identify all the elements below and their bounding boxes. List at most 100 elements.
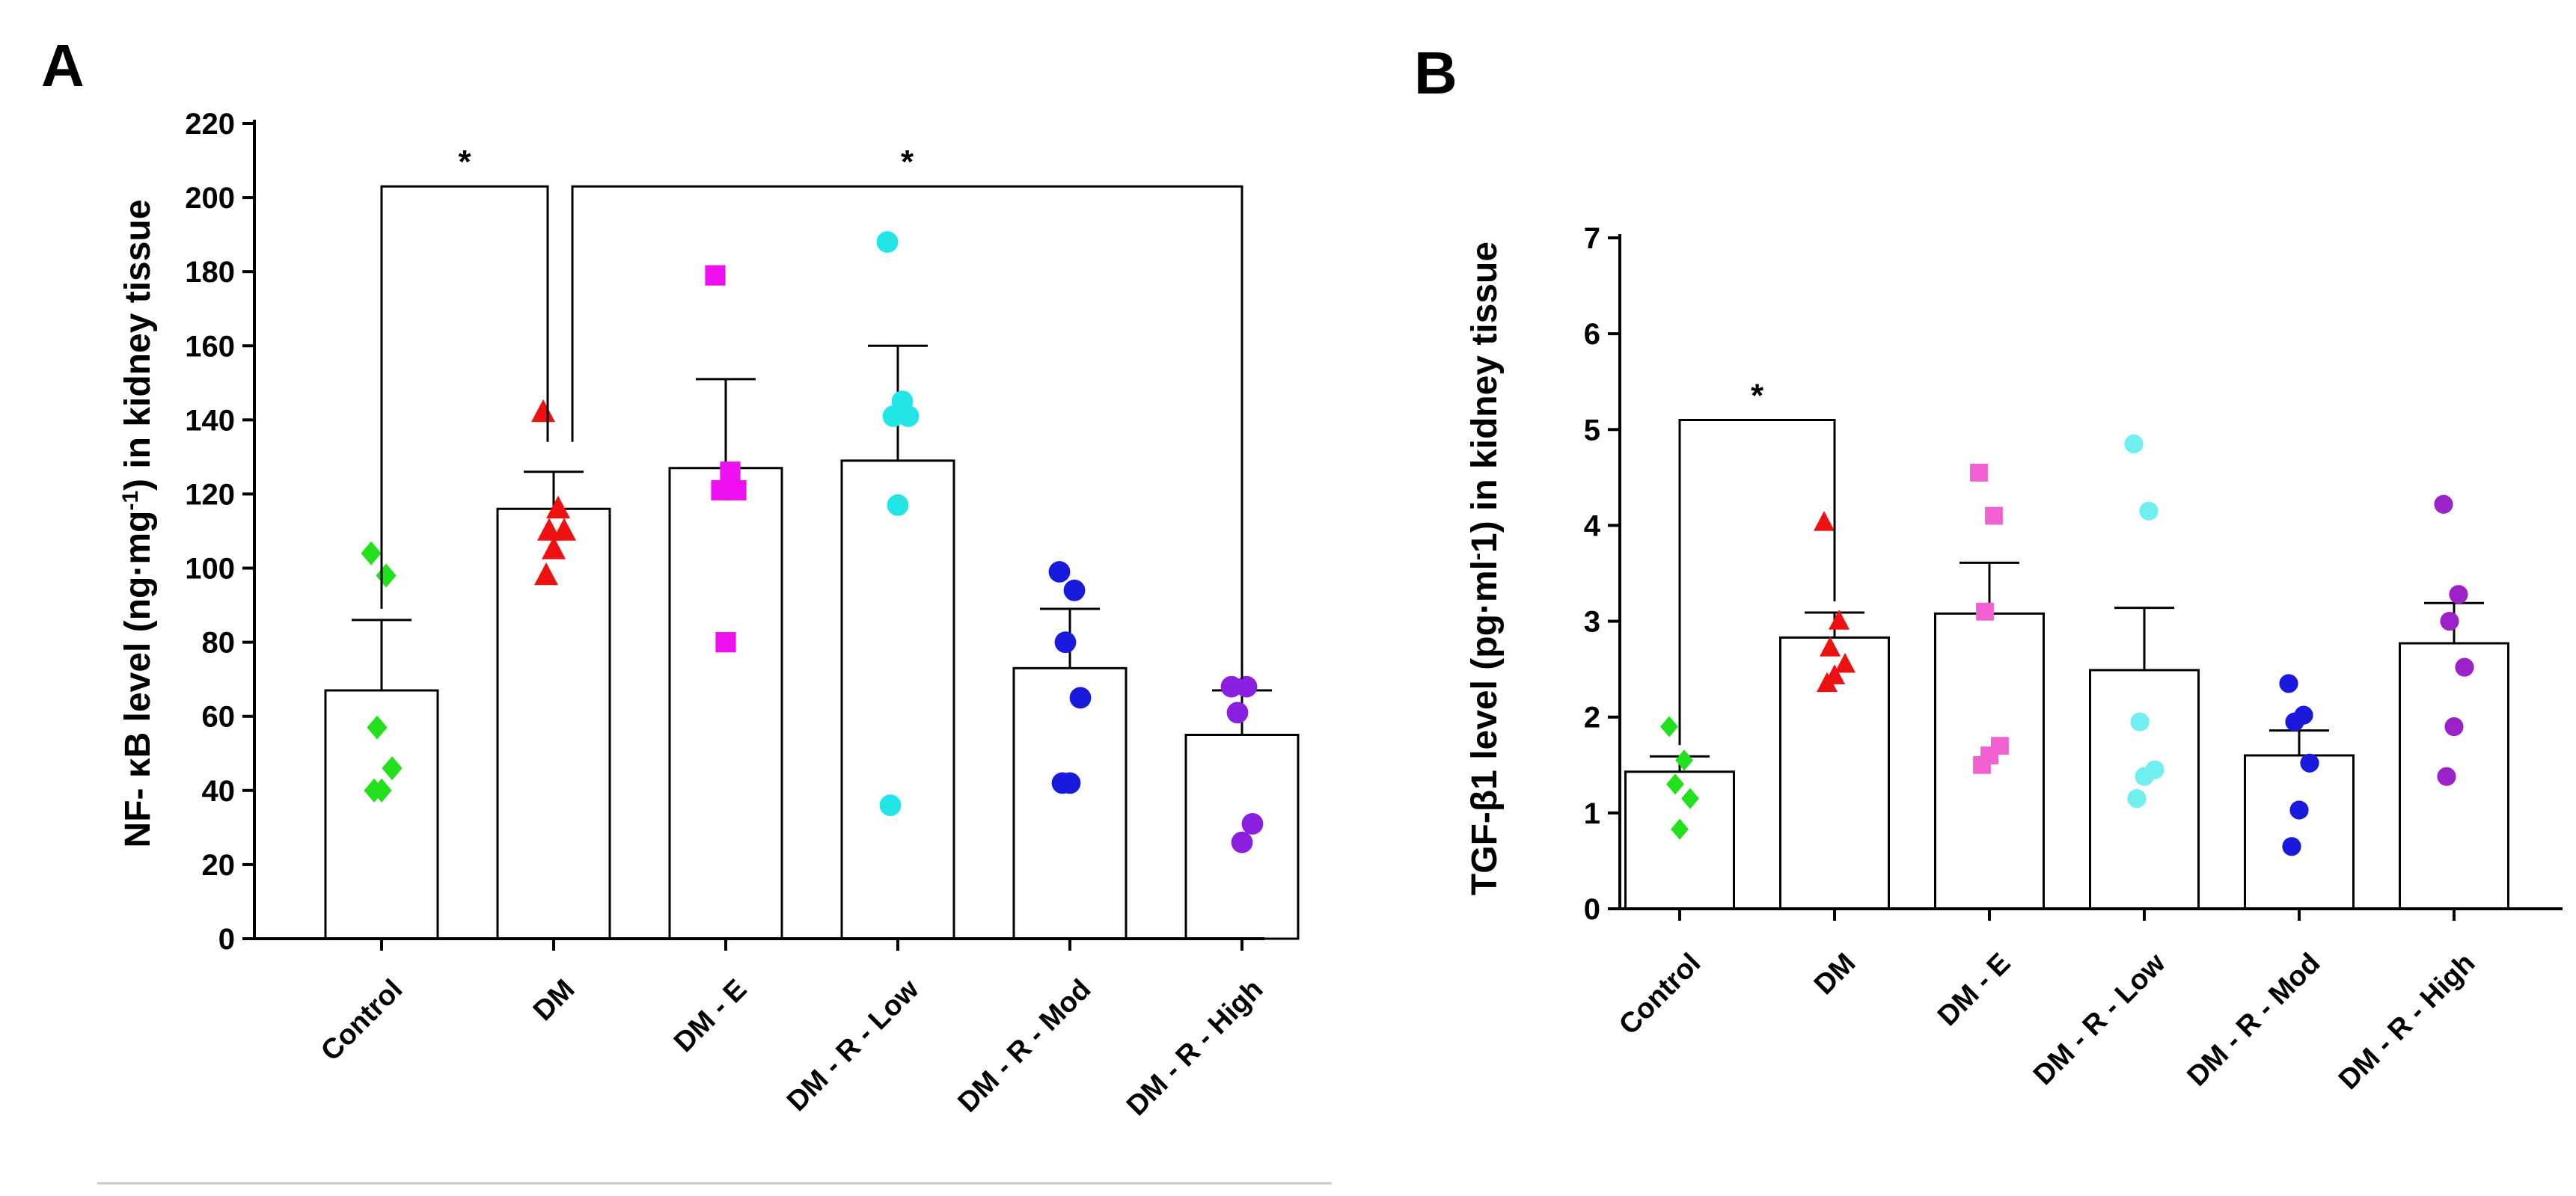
- y-axis-title-part: 1) in kidney tissue: [1465, 242, 1505, 553]
- data-point: [1241, 813, 1264, 835]
- y-axis-title: TGF-β1 level (pg·ml-1) in kidney tissue: [1465, 242, 1505, 895]
- data-point: [705, 265, 726, 286]
- data-point: [887, 494, 909, 516]
- data-point: [1051, 772, 1074, 794]
- y-axis-title-part: NF- κB level (ng·mg: [118, 511, 158, 848]
- y-tick-label: 20: [202, 849, 236, 882]
- x-category-label: DM - R - Mod: [952, 974, 1098, 1119]
- y-tick-label: 120: [185, 478, 235, 511]
- y-tick-label: 1: [1584, 797, 1600, 830]
- significance-marker: *: [901, 144, 914, 180]
- data-point: [2285, 712, 2304, 732]
- data-point: [1226, 702, 1249, 724]
- data-point: [2444, 717, 2464, 737]
- chart-panel-a: A 0 20 40 60 80 100 120 140 160 180 200 220 Control DM…: [41, 32, 1300, 1122]
- y-tick-label: 100: [185, 553, 235, 586]
- data-point: [1675, 749, 1693, 771]
- data-point: [361, 541, 382, 565]
- y-tick-label: 200: [185, 182, 235, 215]
- data-point: [1069, 687, 1092, 709]
- data-point: [1817, 672, 1838, 693]
- bar-1: [496, 507, 611, 940]
- data-point: [2282, 837, 2301, 856]
- bar-4: [1012, 666, 1128, 940]
- data-point: [1231, 831, 1253, 853]
- y-tick-label: 5: [1584, 414, 1600, 447]
- y-axis-title: NF- κB level (ng·mg-1) in kidney tissue: [118, 200, 159, 848]
- data-point: [2279, 674, 2298, 693]
- y-tick-label: 160: [185, 330, 235, 363]
- data-point: [542, 536, 566, 559]
- bar-3: [840, 459, 955, 940]
- data-point: [876, 231, 899, 253]
- y-tick-label: 60: [202, 701, 236, 734]
- bar-0: [1624, 770, 1735, 910]
- significance-bracket: [380, 185, 549, 609]
- data-point: [531, 399, 555, 423]
- data-point: [382, 756, 403, 781]
- data-point: [882, 405, 905, 427]
- data-point: [1835, 652, 1855, 673]
- y-tick-label: 220: [185, 108, 235, 141]
- data-point: [1048, 561, 1071, 583]
- data-point: [2289, 800, 2309, 820]
- data-point: [2300, 753, 2319, 773]
- data-point: [1235, 675, 1258, 698]
- bar-4: [2244, 754, 2355, 910]
- y-axis-title-superscript: -1: [118, 491, 143, 511]
- data-point: [2127, 789, 2147, 809]
- data-point: [1660, 716, 1678, 737]
- y-tick-label: 4: [1584, 509, 1601, 542]
- data-point: [2135, 767, 2154, 786]
- y-axis-title-part: TGF-β1 level (pg·ml: [1465, 560, 1505, 895]
- data-point: [534, 562, 558, 586]
- data-point: [546, 495, 570, 519]
- panel-label: B: [1414, 40, 1457, 106]
- data-point: [367, 715, 388, 740]
- y-axis-title-superscript: -: [1465, 553, 1490, 560]
- data-point: [1976, 602, 1994, 621]
- data-point: [1970, 464, 1988, 482]
- data-point: [897, 405, 920, 427]
- data-point: [1820, 637, 1841, 657]
- x-category-label: DM - R - Low: [2028, 947, 2172, 1091]
- significance-bracket: [1678, 418, 1836, 746]
- x-category-label: DM: [527, 974, 581, 1027]
- x-category-label: Control: [1613, 948, 1707, 1041]
- x-category-label: DM - E: [668, 974, 753, 1058]
- data-point: [1681, 788, 1699, 809]
- bar-2: [668, 467, 783, 940]
- panel-label: A: [41, 32, 85, 99]
- data-point: [2124, 434, 2144, 454]
- significance-marker: *: [1751, 377, 1764, 414]
- data-point: [2139, 501, 2159, 521]
- data-point: [1814, 511, 1835, 531]
- x-category-label: DM - E: [1932, 948, 2016, 1032]
- data-point: [1220, 675, 1243, 698]
- y-tick-label: 0: [218, 923, 235, 956]
- data-point: [726, 479, 747, 501]
- y-tick-label: 3: [1584, 606, 1600, 639]
- data-point: [1054, 631, 1077, 654]
- data-point: [552, 518, 576, 541]
- significance-bracket: [571, 185, 1243, 680]
- x-category-label: DM - R - Mod: [2182, 948, 2327, 1093]
- data-point: [1985, 506, 2003, 525]
- x-category-label: Control: [315, 974, 409, 1067]
- significance-marker: *: [458, 144, 471, 180]
- x-category-label: DM - R - Low: [781, 973, 926, 1117]
- x-category-label: DM - R - High: [1121, 974, 1269, 1122]
- data-point: [376, 563, 397, 588]
- data-point: [1829, 610, 1850, 630]
- data-point: [364, 778, 385, 803]
- y-tick-label: 80: [202, 627, 236, 660]
- x-category-label: DM: [1808, 948, 1861, 1001]
- y-tick-label: 7: [1584, 222, 1600, 255]
- y-tick-label: 140: [185, 404, 235, 437]
- bar-3: [2089, 669, 2200, 910]
- y-tick-label: 180: [185, 256, 235, 289]
- data-point: [720, 461, 741, 482]
- data-point: [2437, 767, 2456, 786]
